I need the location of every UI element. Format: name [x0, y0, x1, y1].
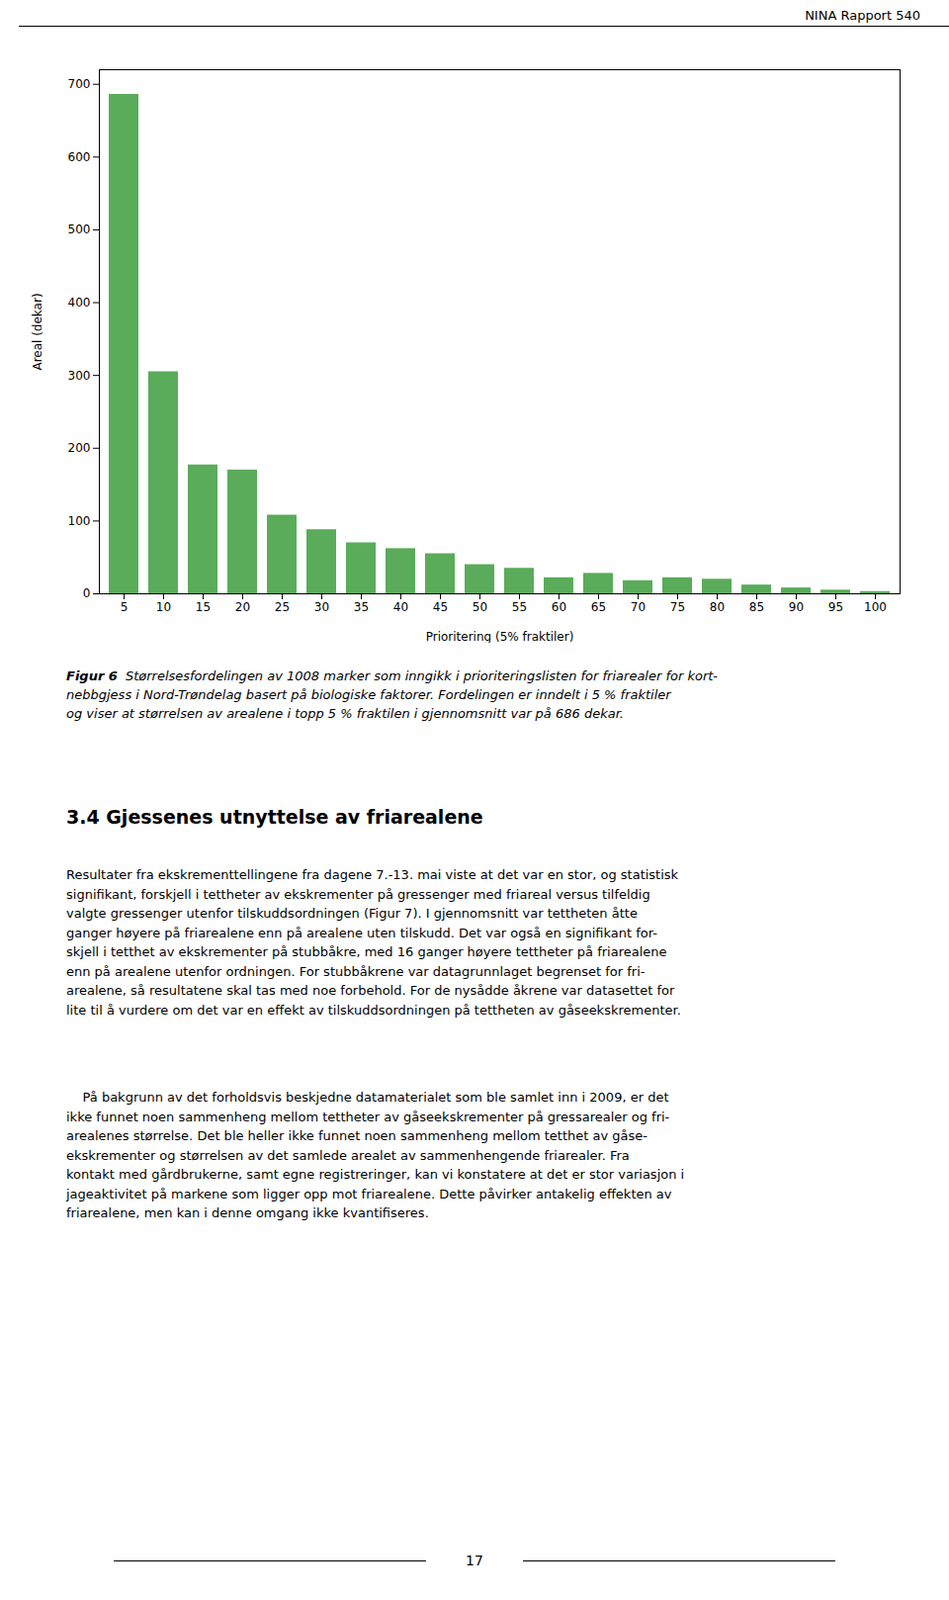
svg-text:Areal (dekar): Areal (dekar) — [30, 292, 45, 370]
svg-text:75: 75 — [670, 600, 686, 614]
svg-text:100: 100 — [863, 600, 887, 614]
svg-text:5: 5 — [120, 600, 129, 614]
html-text:På bakgrunn av det forholdsvis: På bakgrunn av det forholdsvis beskjedne… — [66, 1089, 685, 1220]
svg-text:30: 30 — [314, 600, 330, 614]
svg-text:60: 60 — [551, 600, 567, 614]
svg-text:35: 35 — [353, 600, 369, 614]
svg-text:400: 400 — [68, 295, 91, 310]
svg-text:20: 20 — [235, 600, 251, 614]
svg-text:600: 600 — [68, 150, 91, 165]
svg-text:700: 700 — [68, 77, 91, 91]
svg-text:70: 70 — [630, 600, 646, 614]
html-text:Størrelsesfordelingen av 1008: Størrelsesfordelingen av 1008 marker som… — [66, 668, 718, 721]
svg-text:300: 300 — [68, 368, 91, 383]
svg-text:80: 80 — [709, 600, 725, 614]
html-text:Figur 6: Figur 6 — [66, 668, 118, 684]
svg-text:85: 85 — [749, 600, 765, 614]
svg-text:25: 25 — [274, 600, 290, 614]
svg-text:65: 65 — [591, 600, 606, 614]
svg-text:95: 95 — [828, 600, 844, 614]
svg-text:200: 200 — [68, 440, 91, 455]
svg-text:50: 50 — [472, 600, 488, 614]
svg-text:90: 90 — [788, 600, 804, 614]
svg-text:Prioritering (5% fraktiler): Prioritering (5% fraktiler) — [426, 629, 575, 644]
html-text:17: 17 — [465, 1552, 484, 1568]
html-text:3.4 Gjessenes utnyttelse av fr: 3.4 Gjessenes utnyttelse av friarealene — [66, 805, 484, 828]
svg-text:45: 45 — [432, 600, 448, 614]
svg-text:40: 40 — [393, 600, 409, 614]
svg-text:55: 55 — [512, 600, 527, 614]
svg-text:100: 100 — [68, 514, 91, 528]
svg-text:0: 0 — [83, 586, 91, 601]
svg-text:10: 10 — [156, 600, 172, 614]
svg-text:15: 15 — [195, 600, 211, 614]
html-text:Resultater fra ekskrementtelli: Resultater fra ekskrementtellingene fra … — [66, 866, 681, 1017]
html-text:NINA Rapport 540: NINA Rapport 540 — [804, 7, 921, 23]
svg-text:500: 500 — [68, 222, 91, 237]
